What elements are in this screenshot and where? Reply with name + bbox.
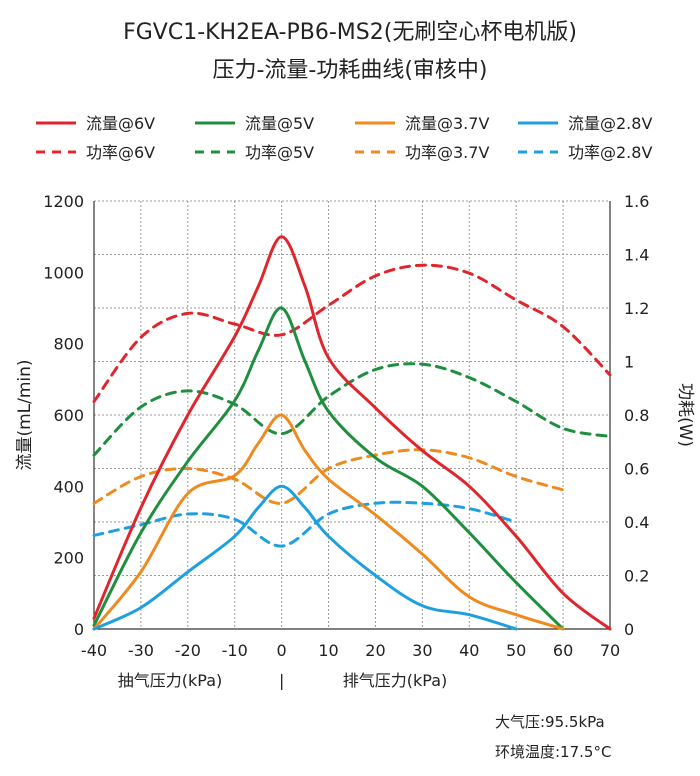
y2-tick-label: 0.8 [624, 406, 649, 425]
x-tick-label: 30 [412, 641, 432, 660]
y2-tick-label: 1.2 [624, 299, 649, 318]
y-tick-label: 400 [53, 477, 84, 496]
x-tick-label: 50 [506, 641, 526, 660]
x-tick-label: 60 [553, 641, 573, 660]
legend-label: 功率@6V [86, 143, 155, 162]
y2-tick-label: 1 [624, 353, 634, 372]
x-tick-label: -10 [222, 641, 248, 660]
chart-title-line2: 压力-流量-功耗曲线(审核中) [212, 58, 488, 83]
x-tick-label: 10 [318, 641, 338, 660]
series-line-power-2.8V [92, 500, 518, 548]
x-tick-label: 0 [277, 641, 287, 660]
x-axis-separator: | [279, 671, 284, 690]
legend-label: 流量@3.7V [405, 114, 489, 133]
y2-tick-label: 0.4 [624, 513, 649, 532]
legend-label: 功率@3.7V [405, 143, 489, 162]
atmospheric-pressure-note: 大气压:95.5kPa [495, 713, 605, 731]
ambient-temperature-note: 环境温度:17.5°C [495, 743, 612, 761]
x-tick-label: -30 [128, 641, 154, 660]
series-line-flow-3.7V [92, 413, 565, 631]
legend-label: 功率@5V [245, 143, 314, 162]
legend-label: 功率@2.8V [568, 143, 652, 162]
y2-tick-label: 1.4 [624, 246, 649, 265]
x-tick-label: 40 [459, 641, 479, 660]
y2-tick-label: 0.2 [624, 567, 649, 586]
x-axis-right-label: 排气压力(kPa) [343, 671, 448, 690]
y-tick-label: 800 [53, 335, 84, 354]
legend-label: 流量@5V [245, 114, 314, 133]
series-line-flow-5V [92, 306, 565, 631]
y2-tick-label: 0 [624, 620, 634, 639]
series-line-power-6V [92, 263, 612, 404]
y-tick-label: 600 [53, 406, 84, 425]
legend-label: 流量@2.8V [568, 114, 652, 133]
chart-title-line1: FGVC1-KH2EA-PB6-MS2(无刷空心杯电机版) [123, 20, 577, 45]
y-tick-label: 1000 [43, 263, 84, 282]
legend-label: 流量@6V [86, 114, 155, 133]
y-tick-label: 0 [74, 620, 84, 639]
x-tick-label: 70 [600, 641, 620, 660]
y2-tick-label: 1.6 [624, 192, 649, 211]
series-line-power-5V [92, 362, 612, 457]
y2-tick-label: 0.6 [624, 460, 649, 479]
x-tick-label: -20 [175, 641, 201, 660]
y-tick-label: 200 [53, 549, 84, 568]
series-line-flow-2.8V [92, 484, 518, 631]
y-tick-label: 1200 [43, 192, 84, 211]
y-axis-label: 流量(mL/min) [15, 359, 35, 470]
y2-axis-label: 功耗(W) [675, 383, 695, 447]
x-tick-label: 20 [365, 641, 385, 660]
x-axis-left-label: 抽气压力(kPa) [118, 671, 223, 690]
x-tick-label: -40 [81, 641, 107, 660]
series-line-power-3.7V [92, 448, 565, 505]
series-line-flow-6V [92, 235, 612, 631]
